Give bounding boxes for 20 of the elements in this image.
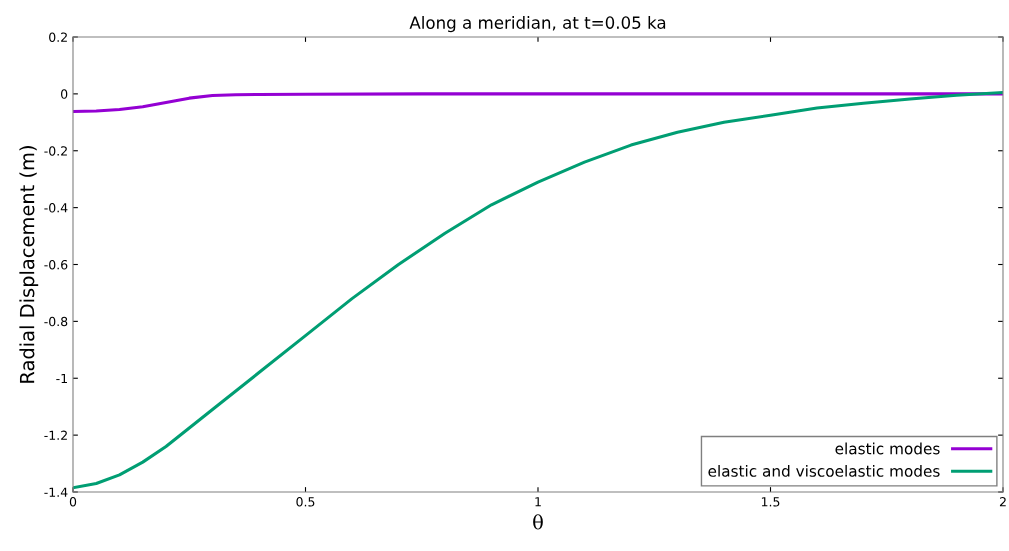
y-tick-label: -1 bbox=[56, 373, 67, 383]
chart-title: Along a meridian, at t=0.05 ka bbox=[409, 16, 666, 33]
y-tick-label: -1.4 bbox=[44, 487, 68, 497]
x-tick-label: 2 bbox=[999, 497, 1006, 507]
y-tick-label: -0.6 bbox=[44, 259, 68, 270]
x-tick-label: 1.5 bbox=[761, 497, 780, 507]
x-tick-label: 0.5 bbox=[296, 497, 315, 507]
legend-label: elastic and viscoelastic modes bbox=[708, 464, 940, 477]
y-tick-label: -0.4 bbox=[44, 203, 68, 213]
x-axis-title: θ bbox=[533, 514, 543, 530]
y-axis-title: Radial Displacement (m) bbox=[19, 146, 39, 383]
x-tick-label: 0 bbox=[69, 497, 77, 507]
line-series bbox=[73, 92, 1003, 114]
y-tick-label: 0 bbox=[61, 89, 68, 99]
y-tick-label: -1.2 bbox=[44, 430, 67, 440]
y-tick-label: -0.2 bbox=[44, 146, 67, 156]
y-tick-label: -0.8 bbox=[44, 316, 68, 327]
legend-label: elastic modes bbox=[835, 442, 940, 455]
x-tick-label: 1 bbox=[535, 497, 541, 507]
y-tick-label: 0.2 bbox=[49, 32, 67, 42]
